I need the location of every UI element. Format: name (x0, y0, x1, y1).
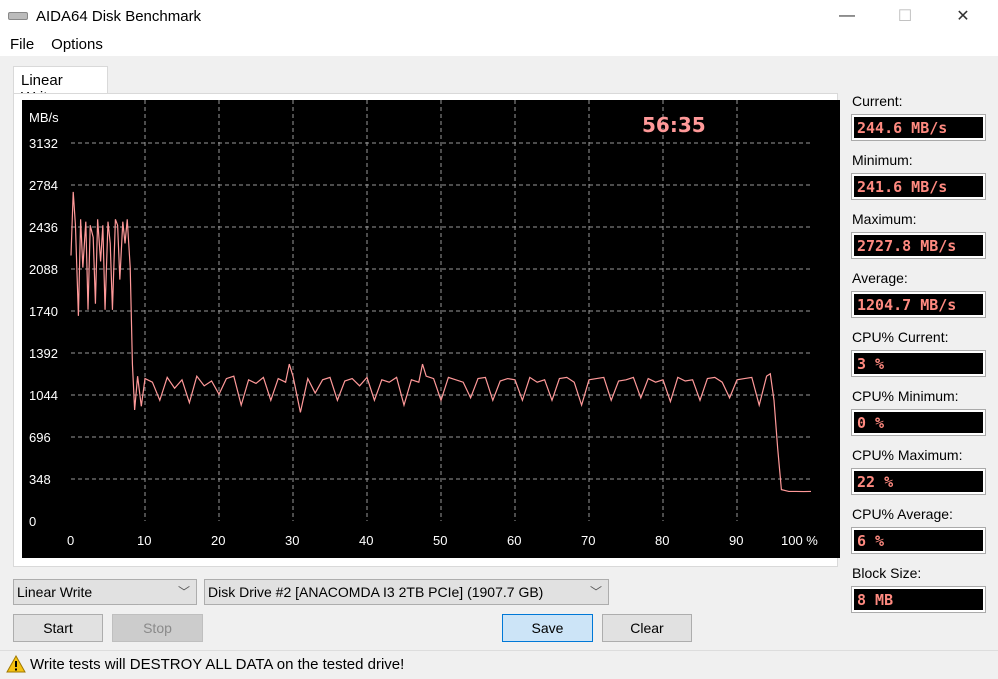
menu-options[interactable]: Options (51, 35, 103, 53)
y-tick-label: 3132 (29, 136, 58, 151)
x-tick-label: 50 (433, 533, 447, 548)
stat-value: 2727.8 MB/s (851, 232, 986, 259)
stat-value: 1204.7 MB/s (851, 291, 986, 318)
tab-linear-write[interactable]: Linear Write (13, 66, 108, 106)
stat-value: 22 % (851, 468, 986, 495)
y-tick-label: 348 (29, 472, 51, 487)
close-button[interactable]: ✕ (956, 8, 970, 25)
stat-label: Maximum: (852, 211, 917, 227)
y-tick-label: 2436 (29, 220, 58, 235)
stat-value: 6 % (851, 527, 986, 554)
y-tick-label: 1044 (29, 388, 58, 403)
x-tick-label: 20 (211, 533, 225, 548)
elapsed-timer: 56:35 (642, 113, 706, 137)
x-tick-label: 100 % (781, 533, 818, 548)
start-button[interactable]: Start (13, 614, 103, 642)
stat-label: Block Size: (852, 565, 922, 581)
y-tick-label: 696 (29, 430, 51, 445)
y-tick-label: 1740 (29, 304, 58, 319)
clear-button[interactable]: Clear (602, 614, 692, 642)
window-title: AIDA64 Disk Benchmark (36, 7, 202, 25)
save-button[interactable]: Save (502, 614, 593, 642)
chevron-down-icon: ﹀ (589, 585, 602, 599)
x-tick-label: 70 (581, 533, 595, 548)
stat-label: Current: (852, 93, 903, 109)
stop-button[interactable]: Stop (112, 614, 203, 642)
stat-label: Average: (852, 270, 908, 286)
benchmark-chart: 0 348 696 1044 1392 1740 2088 2436 2784 3132 0 10 20… (22, 100, 840, 558)
y-tick-label: 2088 (29, 262, 58, 277)
y-axis-label: MB/s (29, 110, 59, 125)
x-tick-label: 40 (359, 533, 373, 548)
stat-value: 244.6 MB/s (851, 114, 986, 141)
maximize-button[interactable]: ☐ (897, 8, 913, 25)
stat-value: 241.6 MB/s (851, 173, 986, 200)
title-bar: AIDA64 Disk Benchmark (0, 0, 998, 32)
y-tick-label: 2784 (29, 178, 58, 193)
disk-icon (8, 12, 28, 20)
y-tick-label: 0 (29, 514, 36, 529)
write-speed-line (70, 191, 812, 493)
menu-file[interactable]: File (10, 35, 35, 53)
x-tick-label: 60 (507, 533, 521, 548)
x-tick-label: 30 (285, 533, 299, 548)
minimize-button[interactable]: — (839, 7, 855, 24)
x-tick-label: 10 (137, 533, 151, 548)
chevron-down-icon: ﹀ (177, 585, 190, 599)
drive-select-value: Disk Drive #2 [ANACOMDA I3 2TB PCIe] (19… (208, 584, 544, 600)
warning-text: Write tests will DESTROY ALL DATA on the… (30, 655, 405, 673)
menu-bar: File Options (0, 32, 998, 56)
stat-label: Minimum: (852, 152, 913, 168)
x-tick-label: 90 (729, 533, 743, 548)
stat-label: CPU% Current: (852, 329, 949, 345)
x-tick-label: 0 (67, 533, 74, 548)
stat-value: 0 % (851, 409, 986, 436)
test-select[interactable]: Linear Write ﹀ (13, 579, 197, 605)
status-bar: Write tests will DESTROY ALL DATA on the… (0, 650, 998, 677)
stat-label: CPU% Maximum: (852, 447, 963, 463)
y-tick-label: 1392 (29, 346, 58, 361)
stat-value: 8 MB (851, 586, 986, 613)
stat-label: CPU% Minimum: (852, 388, 959, 404)
stat-value: 3 % (851, 350, 986, 377)
drive-select[interactable]: Disk Drive #2 [ANACOMDA I3 2TB PCIe] (19… (204, 579, 609, 605)
x-tick-label: 80 (655, 533, 669, 548)
warning-icon (6, 655, 26, 673)
test-select-value: Linear Write (17, 584, 93, 600)
stat-label: CPU% Average: (852, 506, 953, 522)
